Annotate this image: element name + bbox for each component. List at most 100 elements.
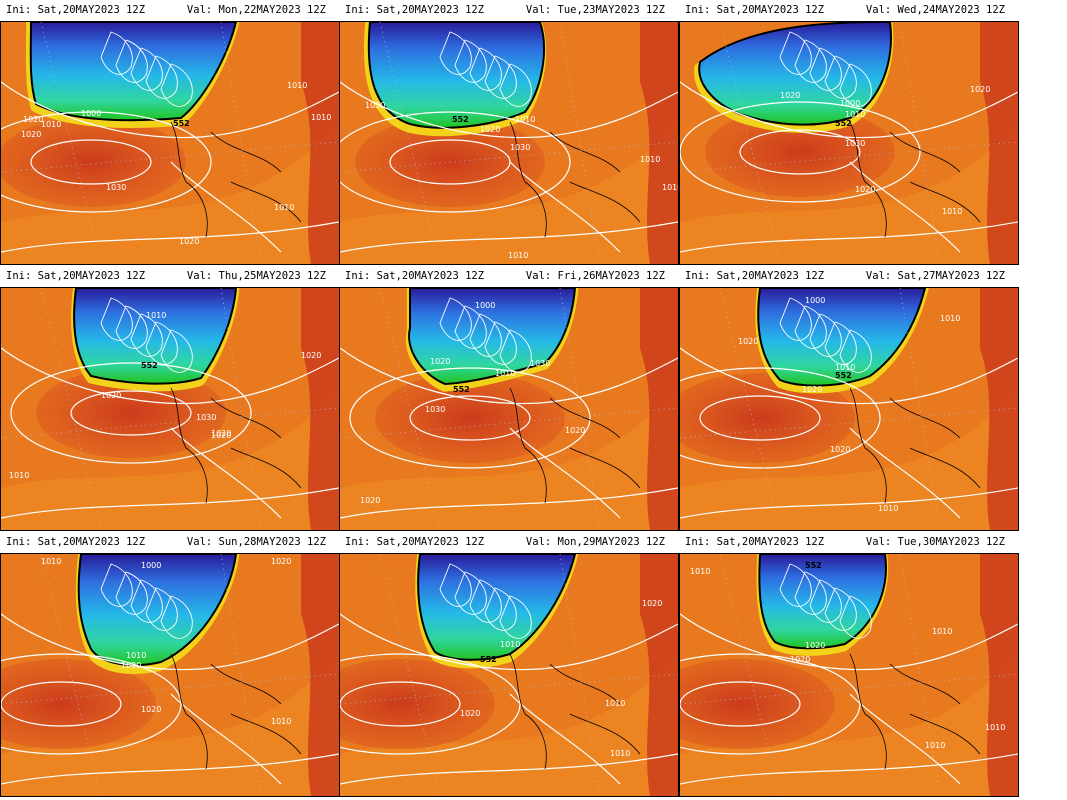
isobar-label: 1030 [106,183,126,192]
isobar-label: 1010 [640,155,660,164]
valid-time-label: Val: Fri,26MAY2023 12Z [525,270,665,282]
isobar-label: 1000 [840,99,860,108]
valid-time-label: Val: Mon,29MAY2023 12Z [525,536,665,548]
geopotential-map: 1010 552 1020 1020 1010 1010 1010 [679,553,1019,797]
geopotential-map: 1020 1000 1010 552 1030 1020 1010 1020 [679,21,1019,265]
contour-552-label: 552 [835,371,852,380]
warm-east-region [640,288,678,530]
warm-core [705,107,895,197]
isobar-label: 1010 [942,207,962,216]
contour-552-label: 552 [835,119,852,128]
panel-header: Ini: Sat,20MAY2023 12Z Val: Mon,29MAY2023… [339,532,679,552]
valid-time-label: Val: Mon,22MAY2023 12Z [186,4,326,16]
cold-trough [29,22,238,122]
isobar-label: 1020 [780,91,800,100]
isobar-lines [1,31,339,253]
map-canvas: 1000 1020 1010 552 1030 1030 1020 1020 [340,288,678,530]
forecast-panel: Ini: Sat,20MAY2023 12Z Val: Fri,26MAY2023… [339,266,679,532]
coastlines [849,121,981,238]
isobar-label: 1020 [430,357,450,366]
graticule [680,22,1018,264]
init-time-label: Ini: Sat,20MAY2023 12Z [6,4,146,16]
valid-time-label: Val: Sun,28MAY2023 12Z [186,536,326,548]
coastlines [849,387,981,504]
forecast-panel: Ini: Sat,20MAY2023 12Z Val: Mon,29MAY2023… [339,532,679,798]
isobar-label: 1010 [515,115,535,124]
cold-trough [757,288,927,387]
geopotential-map: 1010 552 1020 1020 1030 1020 1020 1010 [0,287,340,531]
isobar-lines [340,563,678,785]
map-canvas: 1010 552 1020 1020 1010 1010 1010 [680,554,1018,796]
coastlines [170,653,302,770]
panel-header: Ini: Sat,20MAY2023 12Z Val: Sat,27MAY2023… [679,266,1019,286]
isobar-label: 1020 [805,641,825,650]
init-time-label: Ini: Sat,20MAY2023 12Z [6,536,146,548]
warm-east-region [980,22,1018,264]
coastlines [509,653,641,770]
isobar-lines [680,297,1018,519]
isobar-label: 1030 [510,143,530,152]
coastlines [170,121,302,238]
isobar-label: 1020 [121,661,141,670]
isobar-label: 1030 [365,101,385,110]
isobar-label: 1010 [845,110,865,119]
isobar-label: 1020 [855,185,875,194]
isobar-lines [1,563,339,785]
isobar-label: 1020 [211,429,231,438]
isobar-label: 1010 [932,627,952,636]
isobar-label: 1010 [940,314,960,323]
isobar-label: 1010 [662,183,678,192]
warm-east-region [301,288,339,530]
forecast-panel: Ini: Sat,20MAY2023 12Z Val: Wed,24MAY2023… [679,0,1019,266]
valid-time-label: Val: Tue,23MAY2023 12Z [525,4,665,16]
isobar-label: 1010 [126,651,146,660]
graticule [680,554,1018,796]
isobar-label: 1010 [287,81,307,90]
isobar-label: 1010 [835,363,855,372]
forecast-panel: Ini: Sat,20MAY2023 12Z Val: Mon,22MAY2023… [0,0,340,266]
panel-header: Ini: Sat,20MAY2023 12Z Val: Tue,30MAY2023… [679,532,1019,552]
forecast-panel: Ini: Sat,20MAY2023 12Z Val: Thu,25MAY2023… [0,266,340,532]
cold-trough [408,288,577,386]
init-time-label: Ini: Sat,20MAY2023 12Z [685,536,825,548]
isobar-label: 1020 [565,426,585,435]
valid-time-label: Val: Thu,25MAY2023 12Z [186,270,326,282]
graticule [1,554,339,796]
isobar-label: 1030 [845,139,865,148]
isobar-label: 1010 [508,251,528,260]
isobar-label: 1020 [23,115,43,124]
geopotential-map: 1020 1010 1000 552 1020 1030 1010 1010 1020 1010 [0,21,340,265]
warm-east-region [301,554,339,796]
isobar-label: 1020 [360,496,380,505]
isobar-label: 1010 [311,113,331,122]
isobar-label: 1010 [274,203,294,212]
warm-core [680,659,835,749]
isobar-label: 1000 [805,296,825,305]
valid-time-label: Val: Sat,27MAY2023 12Z [865,270,1005,282]
warm-east-region [640,22,678,264]
panel-header: Ini: Sat,20MAY2023 12Z Val: Fri,26MAY2023… [339,266,679,286]
isobar-label: 1010 [610,749,630,758]
contour-552-label: 552 [141,361,158,370]
contour-552-label: 552 [480,655,497,664]
isobar-label: 1020 [271,557,291,566]
isobar-lines [680,563,1018,785]
graticule [680,288,1018,530]
map-canvas: 1030 552 1020 1010 1030 1010 1010 1010 [340,22,678,264]
isobar-label: 1020 [21,130,41,139]
isobar-label: 1020 [141,705,161,714]
isobar-label: 1000 [141,561,161,570]
isobar-label: 1010 [925,741,945,750]
isobar-label: 1020 [460,709,480,718]
cold-trough [417,554,577,661]
isobar-label: 1000 [475,301,495,310]
panel-header: Ini: Sat,20MAY2023 12Z Val: Tue,23MAY2023… [339,0,679,20]
isobar-label: 1020 [738,337,758,346]
isobar-label: 1010 [495,369,515,378]
isobar-label: 1020 [301,351,321,360]
